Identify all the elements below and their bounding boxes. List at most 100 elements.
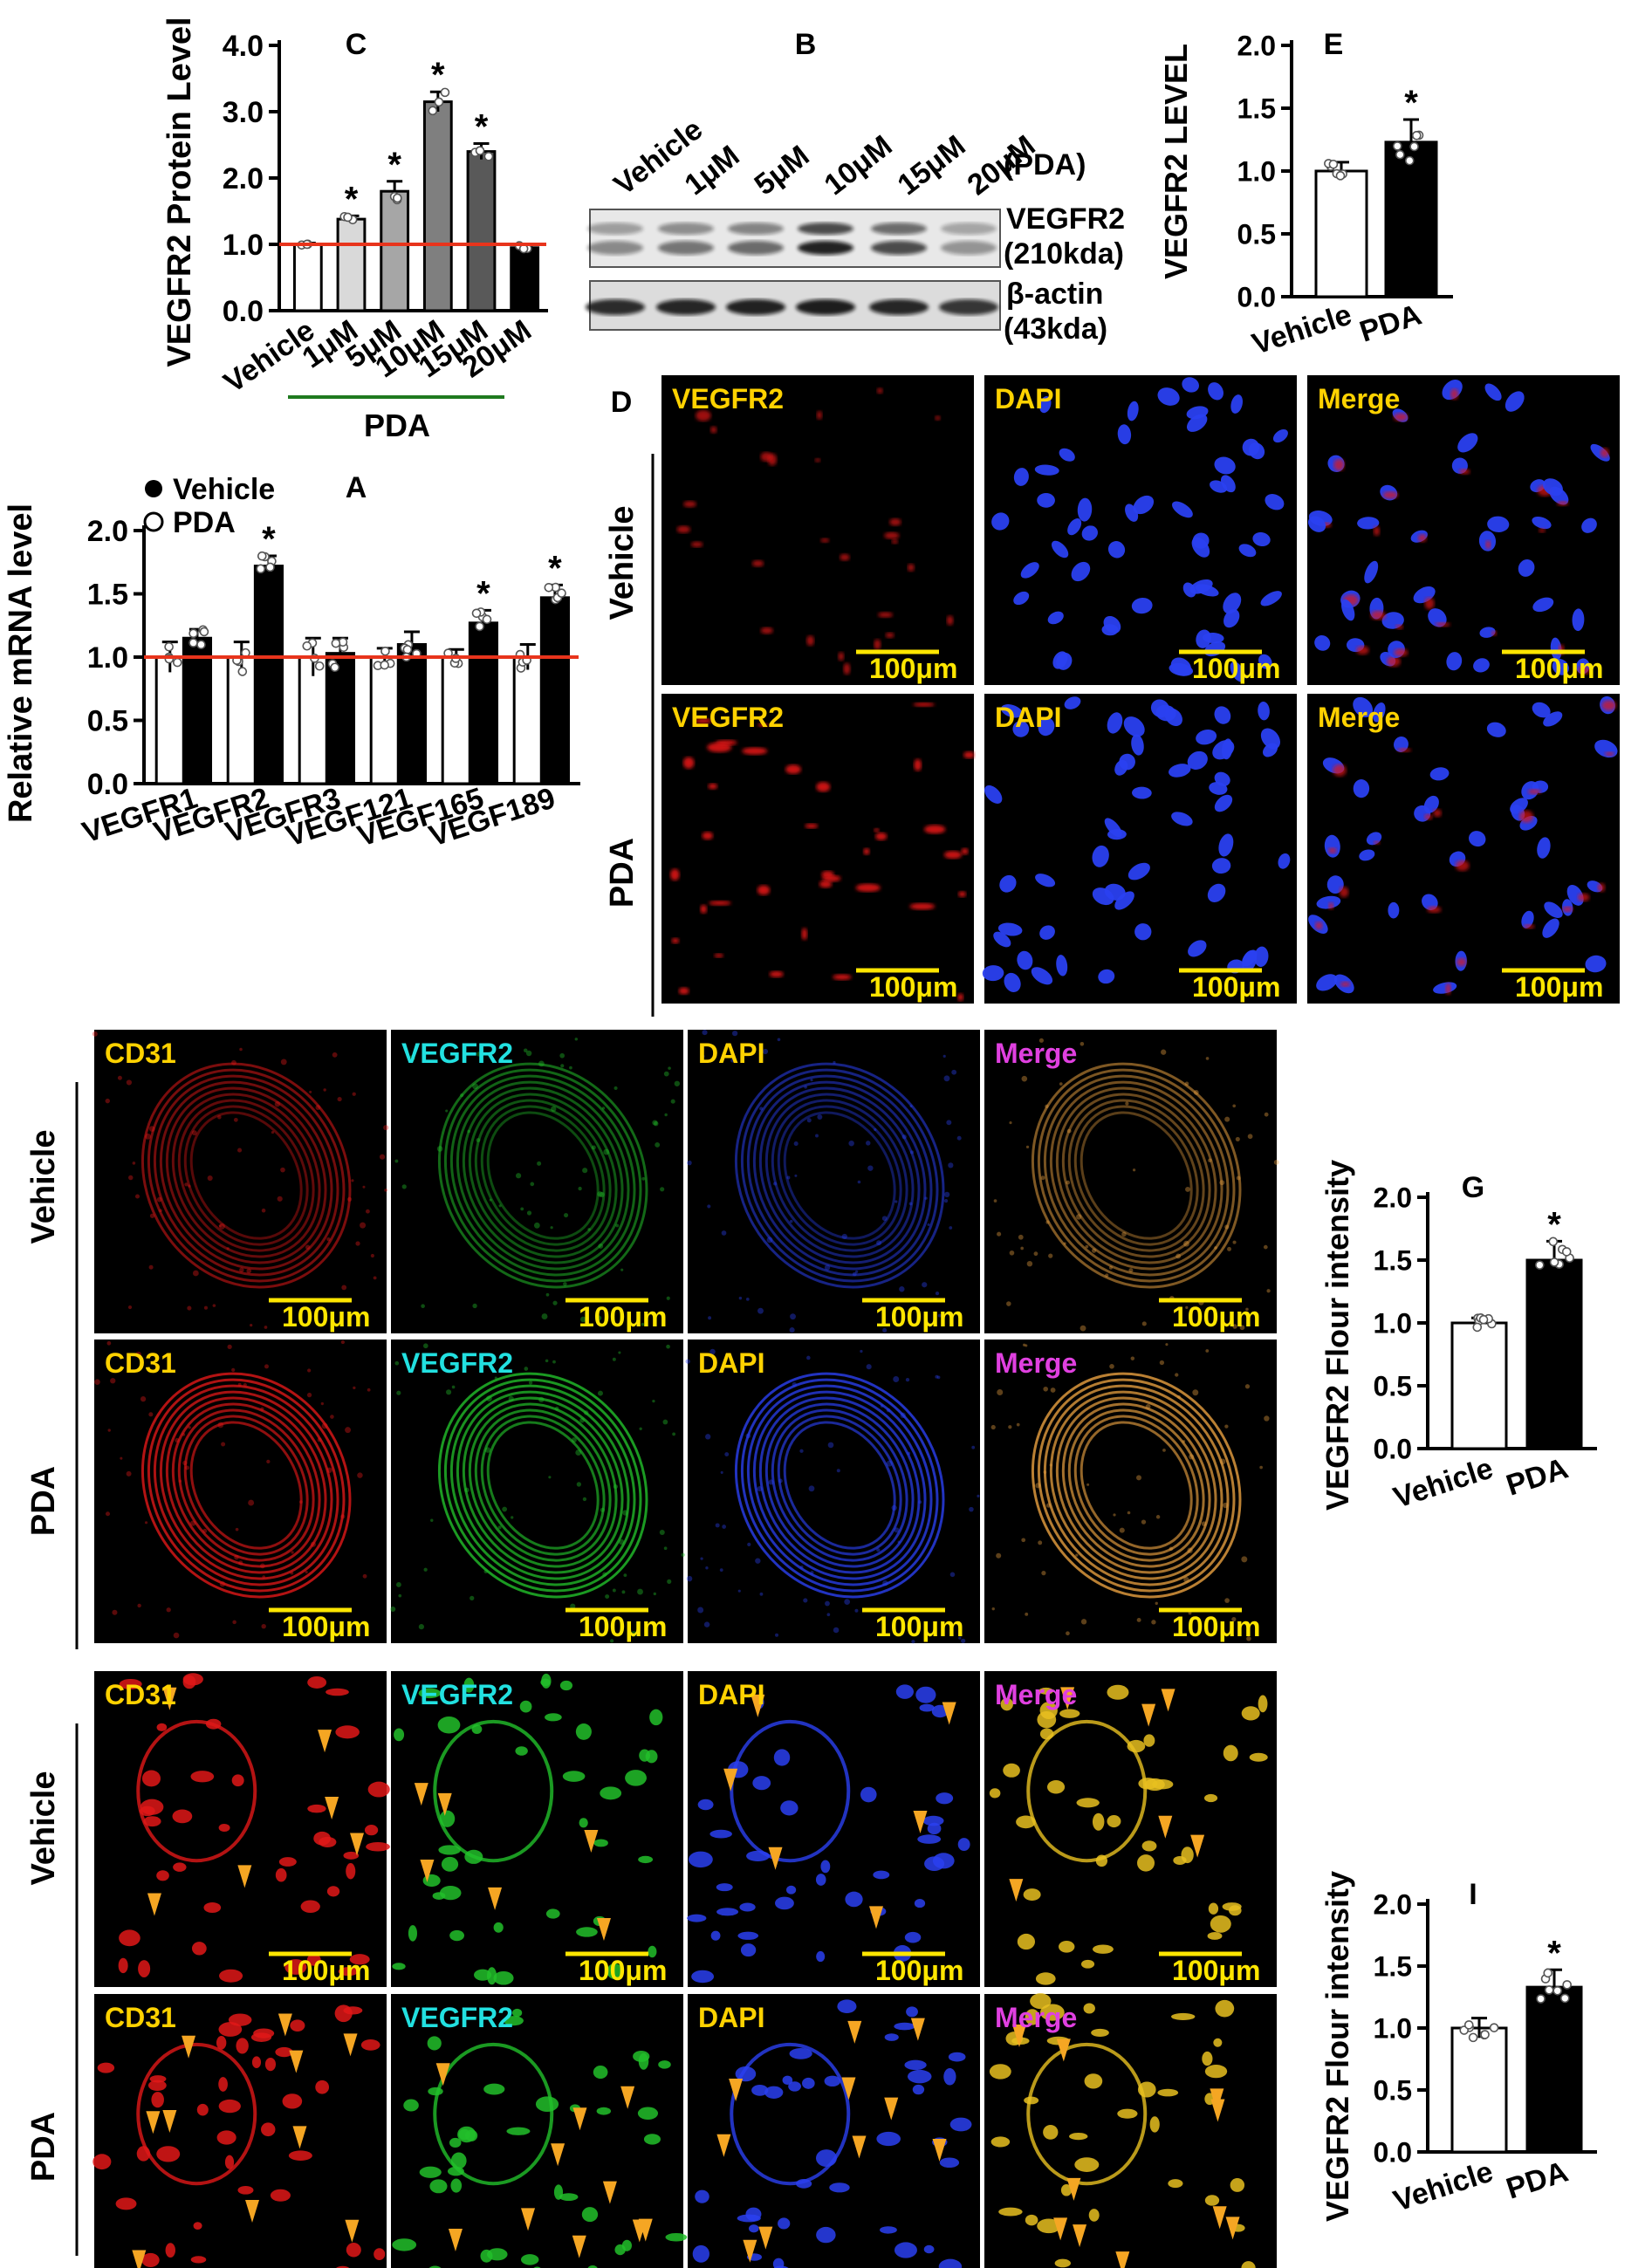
stain-spot xyxy=(709,901,731,906)
tissue-speck xyxy=(423,1343,428,1349)
cell-profile xyxy=(251,2056,262,2068)
tissue-speck xyxy=(238,1560,243,1566)
stain-spot xyxy=(1424,597,1435,610)
cell-profile xyxy=(692,2244,709,2263)
scale-bar-label: 100μm xyxy=(579,1301,667,1333)
cell-profile xyxy=(1091,2028,1109,2037)
stain-spot xyxy=(840,553,850,561)
nucleus xyxy=(1252,531,1271,547)
cell-profile xyxy=(427,2036,442,2051)
arrowhead xyxy=(162,2109,177,2133)
cell-profile xyxy=(545,1713,562,1722)
stain-spot xyxy=(760,627,773,634)
cell-profile xyxy=(326,1886,340,1897)
tissue-speck xyxy=(226,1247,230,1250)
data-point xyxy=(331,638,341,648)
tissue-speck xyxy=(977,1494,980,1497)
cell-profile xyxy=(1076,1798,1100,1808)
cell-profile xyxy=(1117,2108,1138,2119)
tissue-speck xyxy=(668,1066,671,1070)
tissue-speck xyxy=(1043,1386,1048,1392)
tissue-speck xyxy=(511,1516,514,1519)
tissue-speck xyxy=(1113,1513,1116,1517)
tissue-speck xyxy=(971,1445,976,1449)
y-tick-label: 0.0 xyxy=(223,295,264,328)
stain-spot xyxy=(907,563,915,572)
cell-profile xyxy=(374,2248,386,2261)
vessel-wall-layer xyxy=(456,1080,630,1271)
cell-profile xyxy=(349,1954,370,1965)
arrowhead xyxy=(884,2097,899,2121)
panel-a-bars: * * * xyxy=(154,520,571,785)
cell-profile xyxy=(772,2258,785,2268)
tissue-speck xyxy=(326,1467,332,1473)
arrowhead xyxy=(147,1893,161,1916)
nucleus xyxy=(1209,782,1228,795)
legend-pda-marker xyxy=(143,511,164,532)
tissue-speck xyxy=(789,1327,795,1333)
tissue-speck xyxy=(1059,1082,1063,1086)
vessel-outline xyxy=(1026,1719,1148,1863)
tissue-speck xyxy=(1227,1246,1231,1251)
tissue-speck xyxy=(1127,1511,1131,1515)
cell-profile xyxy=(562,1771,586,1782)
tissue-speck xyxy=(1224,1116,1230,1122)
arrowhead xyxy=(1011,2024,1026,2047)
cell-profile xyxy=(948,2052,966,2062)
panel-c-group-label: PDA xyxy=(364,408,430,443)
vessel-wall-layer xyxy=(474,1408,612,1562)
tissue-speck xyxy=(1018,1234,1024,1240)
tissue-speck xyxy=(621,1590,626,1594)
tissue-speck xyxy=(653,1592,656,1596)
tissue-speck xyxy=(306,1392,312,1398)
tissue-speck xyxy=(340,1514,346,1519)
tissue-speck xyxy=(738,1296,743,1300)
channel-label: DAPI xyxy=(995,383,1061,415)
cell-profile xyxy=(752,1776,771,1791)
stain-spot xyxy=(885,632,894,639)
cell-profile xyxy=(218,2022,243,2037)
channel-label: DAPI xyxy=(698,1038,764,1069)
cell-profile xyxy=(845,1891,863,1908)
stain-spot xyxy=(843,662,851,675)
tissue-speck xyxy=(1035,1483,1041,1489)
cell-profile xyxy=(487,2248,508,2261)
tissue-speck xyxy=(1266,1289,1271,1293)
y-tick-label: 1.5 xyxy=(87,579,128,612)
cell-profile xyxy=(775,1896,794,1910)
tissue-speck xyxy=(379,1154,386,1160)
nucleus xyxy=(1357,517,1380,530)
nucleus xyxy=(1114,759,1128,776)
tissue-speck xyxy=(182,1460,188,1466)
cell-profile xyxy=(545,1908,560,1919)
cell-profile xyxy=(408,1925,418,1942)
stain-spot xyxy=(889,518,901,526)
nucleus xyxy=(1372,702,1386,723)
tissue-speck xyxy=(1219,1458,1226,1465)
nucleus xyxy=(1017,950,1033,970)
data-point xyxy=(1535,1260,1545,1270)
cell-profile xyxy=(1030,1993,1052,2010)
cell-profile xyxy=(596,2107,612,2115)
nucleus xyxy=(1258,654,1272,669)
tissue-speck xyxy=(866,1141,871,1146)
channel-label: CD31 xyxy=(105,1347,176,1379)
nucleus xyxy=(1188,940,1207,957)
cell-profile xyxy=(307,1675,327,1689)
cell-profile xyxy=(1213,2038,1223,2047)
data-point xyxy=(1489,2023,1499,2032)
tissue-speck xyxy=(559,1052,565,1059)
arrowhead xyxy=(1212,2206,1227,2230)
arrowhead xyxy=(910,2018,925,2041)
nucleus xyxy=(1473,658,1490,673)
vessel-wall-layer xyxy=(1031,1372,1242,1599)
x-tick-label: PDA xyxy=(1502,2155,1572,2205)
tissue-speck xyxy=(854,1270,859,1273)
tissue-speck xyxy=(305,1571,308,1574)
nucleus xyxy=(1242,438,1260,456)
tissue-speck xyxy=(271,1130,275,1134)
cell-profile xyxy=(575,1723,592,1740)
nucleus xyxy=(982,965,1004,982)
tissue-speck xyxy=(1086,1483,1090,1486)
scale-bar-label: 100μm xyxy=(869,971,957,1003)
